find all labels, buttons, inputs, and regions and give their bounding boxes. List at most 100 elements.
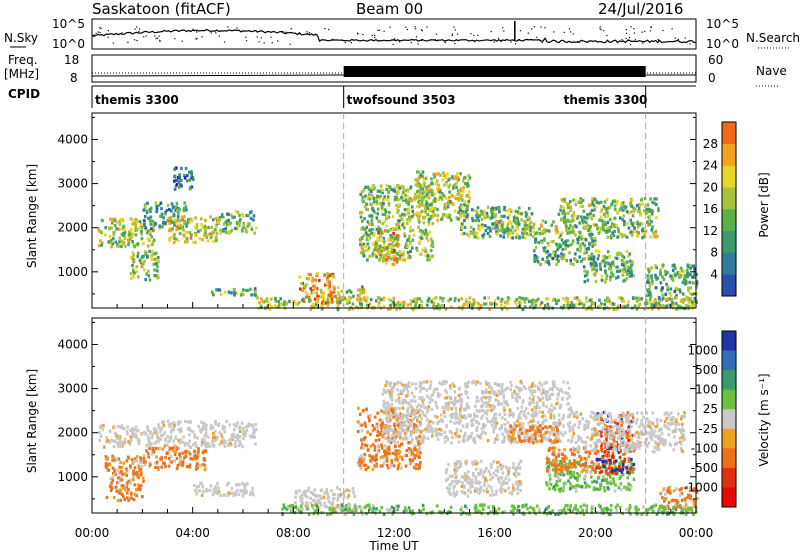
data-cell [542, 391, 545, 395]
data-cell [177, 428, 181, 432]
data-cell [654, 275, 658, 279]
data-cell [572, 211, 576, 215]
data-cell [382, 256, 385, 260]
data-cell [223, 444, 227, 448]
data-cell [423, 380, 427, 384]
data-cell [545, 395, 548, 399]
data-cell [232, 422, 236, 427]
data-cell [274, 304, 277, 308]
data-cell [187, 450, 190, 454]
data-cell [524, 297, 528, 301]
data-cell [429, 216, 433, 220]
data-cell [125, 473, 128, 477]
power-colorbar-label: Power [dB] [757, 172, 771, 237]
nsky-search-dot [417, 43, 419, 45]
data-cell [444, 402, 448, 406]
data-cell [593, 263, 597, 268]
data-cell [155, 428, 158, 432]
data-cell [533, 254, 537, 258]
data-cell [212, 444, 216, 448]
nsky-search-dot [154, 35, 156, 37]
data-cell [210, 225, 213, 229]
data-cell [309, 490, 313, 494]
data-cell [648, 218, 652, 222]
data-cell [626, 265, 629, 269]
data-cell [132, 469, 135, 473]
data-cell [431, 393, 434, 397]
nsky-search-dot [437, 40, 439, 42]
data-cell [333, 492, 336, 496]
data-cell [132, 472, 135, 476]
data-cell [210, 290, 214, 294]
data-cell [531, 398, 535, 402]
nsky-search-dot [196, 31, 198, 33]
data-cell [196, 436, 199, 440]
data-cell [331, 502, 334, 506]
data-cell [509, 229, 513, 233]
data-cell [261, 299, 265, 304]
data-cell [173, 443, 177, 448]
data-cell [422, 386, 426, 390]
data-cell [158, 446, 162, 450]
data-cell [352, 490, 355, 494]
data-cell [155, 207, 159, 211]
data-cell [534, 240, 537, 244]
data-cell [359, 215, 363, 219]
data-cell [123, 441, 126, 445]
data-cell [480, 210, 484, 214]
data-cell [596, 227, 599, 231]
data-cell [252, 429, 256, 433]
data-cell [396, 423, 400, 427]
data-cell [394, 411, 397, 416]
data-cell [154, 262, 158, 266]
data-cell [242, 222, 246, 227]
data-cell [140, 232, 143, 236]
data-cell [116, 498, 120, 503]
data-cell [543, 435, 546, 439]
nsky-search-dot [630, 26, 632, 28]
data-cell [154, 201, 158, 205]
data-cell [380, 426, 383, 430]
data-cell [391, 463, 394, 467]
data-cell [550, 223, 553, 227]
data-cell [605, 230, 608, 234]
data-cell [397, 198, 400, 202]
data-cell [135, 494, 138, 498]
data-cell [133, 428, 136, 432]
data-cell [167, 464, 171, 468]
data-cell [157, 423, 160, 427]
data-cell [420, 422, 423, 426]
data-cell [428, 386, 432, 391]
data-cell [360, 456, 363, 460]
data-cell [146, 231, 149, 235]
data-cell [216, 435, 219, 439]
data-cell [475, 414, 479, 418]
data-cell [568, 231, 571, 235]
data-cell [431, 189, 434, 193]
data-cell [438, 187, 441, 191]
data-cell [612, 233, 616, 238]
data-cell [475, 210, 479, 214]
data-cell [379, 234, 382, 238]
data-cell [540, 392, 543, 396]
nsky-search-dot [97, 31, 99, 33]
data-cell [118, 439, 122, 443]
data-cell [170, 220, 174, 224]
data-cell [247, 424, 251, 428]
data-cell [200, 438, 204, 442]
data-cell [393, 444, 397, 448]
data-cell [555, 401, 559, 405]
data-cell [536, 256, 539, 260]
data-cell [159, 433, 163, 438]
data-cell [323, 501, 326, 506]
data-cell [142, 454, 146, 458]
data-cell [385, 455, 388, 459]
data-cell [137, 275, 140, 279]
data-cell [566, 402, 570, 406]
data-cell [181, 440, 185, 444]
data-cell [251, 490, 254, 495]
data-cell [111, 221, 114, 225]
data-cell [431, 434, 434, 438]
data-cell [671, 264, 675, 268]
